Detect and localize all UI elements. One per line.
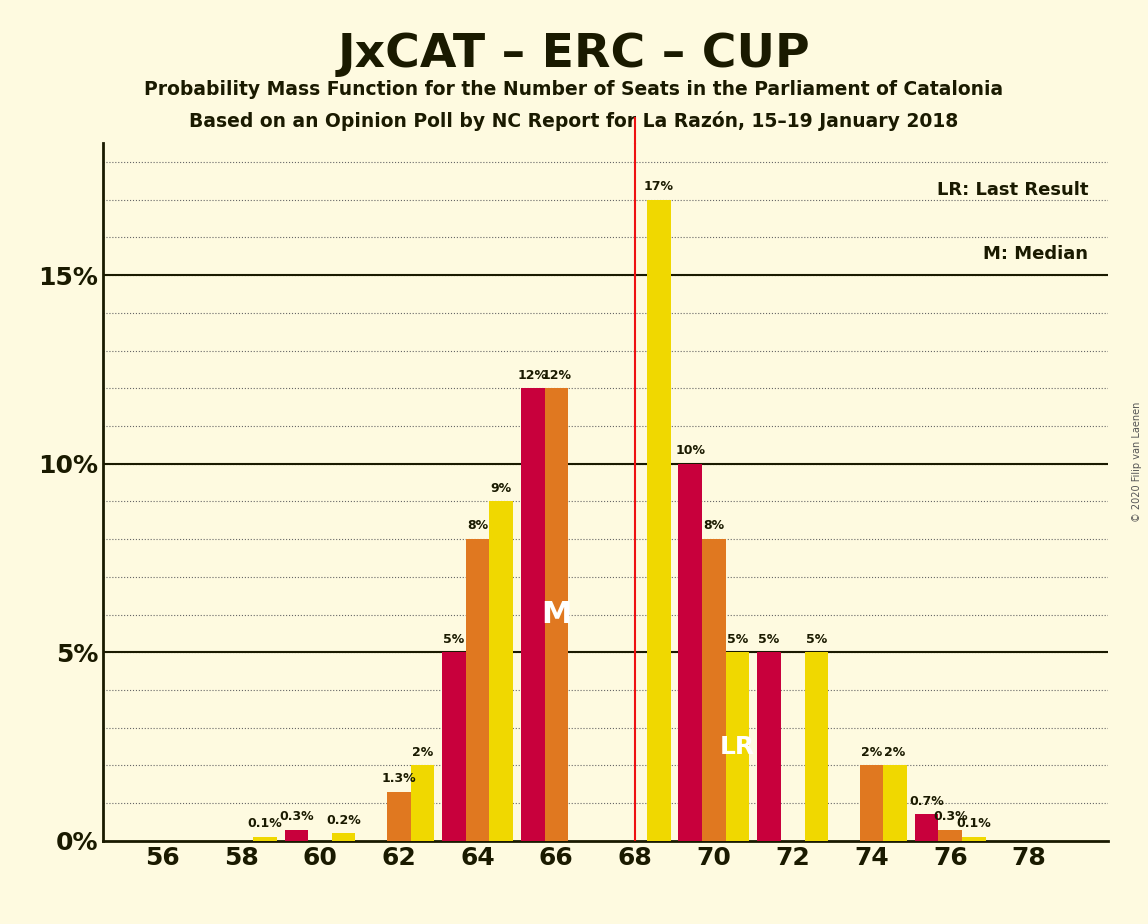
Bar: [678, 464, 703, 841]
Text: 0.1%: 0.1%: [248, 818, 282, 831]
Bar: [883, 765, 907, 841]
Text: 5%: 5%: [806, 633, 827, 646]
Bar: [285, 830, 308, 841]
Bar: [938, 830, 962, 841]
Text: 12%: 12%: [518, 369, 548, 382]
Text: 1.3%: 1.3%: [381, 772, 416, 785]
Text: 0.3%: 0.3%: [279, 809, 313, 822]
Text: M: M: [541, 600, 572, 629]
Text: 10%: 10%: [675, 444, 705, 457]
Bar: [703, 540, 726, 841]
Bar: [489, 502, 513, 841]
Bar: [915, 814, 938, 841]
Bar: [805, 652, 828, 841]
Bar: [387, 792, 411, 841]
Text: 9%: 9%: [490, 481, 512, 494]
Text: 5%: 5%: [759, 633, 779, 646]
Text: 2%: 2%: [861, 746, 882, 759]
Bar: [758, 652, 781, 841]
Text: Probability Mass Function for the Number of Seats in the Parliament of Catalonia: Probability Mass Function for the Number…: [145, 80, 1003, 100]
Text: © 2020 Filip van Laenen: © 2020 Filip van Laenen: [1132, 402, 1141, 522]
Bar: [411, 765, 434, 841]
Bar: [332, 833, 356, 841]
Bar: [647, 200, 670, 841]
Text: 17%: 17%: [644, 180, 674, 193]
Bar: [544, 388, 568, 841]
Text: 5%: 5%: [443, 633, 465, 646]
Text: 0.2%: 0.2%: [326, 813, 360, 826]
Text: 8%: 8%: [704, 519, 724, 532]
Text: JxCAT – ERC – CUP: JxCAT – ERC – CUP: [338, 32, 810, 78]
Text: LR: Last Result: LR: Last Result: [937, 181, 1088, 199]
Bar: [442, 652, 466, 841]
Bar: [521, 388, 544, 841]
Bar: [860, 765, 883, 841]
Text: Based on an Opinion Poll by NC Report for La Razón, 15–19 January 2018: Based on an Opinion Poll by NC Report fo…: [189, 111, 959, 131]
Text: 8%: 8%: [467, 519, 488, 532]
Bar: [962, 837, 986, 841]
Bar: [726, 652, 750, 841]
Text: M: Median: M: Median: [983, 245, 1088, 263]
Text: 0.7%: 0.7%: [909, 795, 944, 808]
Text: 0.3%: 0.3%: [933, 809, 968, 822]
Text: 2%: 2%: [412, 746, 433, 759]
Text: 12%: 12%: [542, 369, 572, 382]
Bar: [253, 837, 277, 841]
Bar: [466, 540, 489, 841]
Text: 5%: 5%: [727, 633, 748, 646]
Text: LR: LR: [720, 735, 755, 759]
Text: 2%: 2%: [884, 746, 906, 759]
Text: 0.1%: 0.1%: [956, 818, 991, 831]
